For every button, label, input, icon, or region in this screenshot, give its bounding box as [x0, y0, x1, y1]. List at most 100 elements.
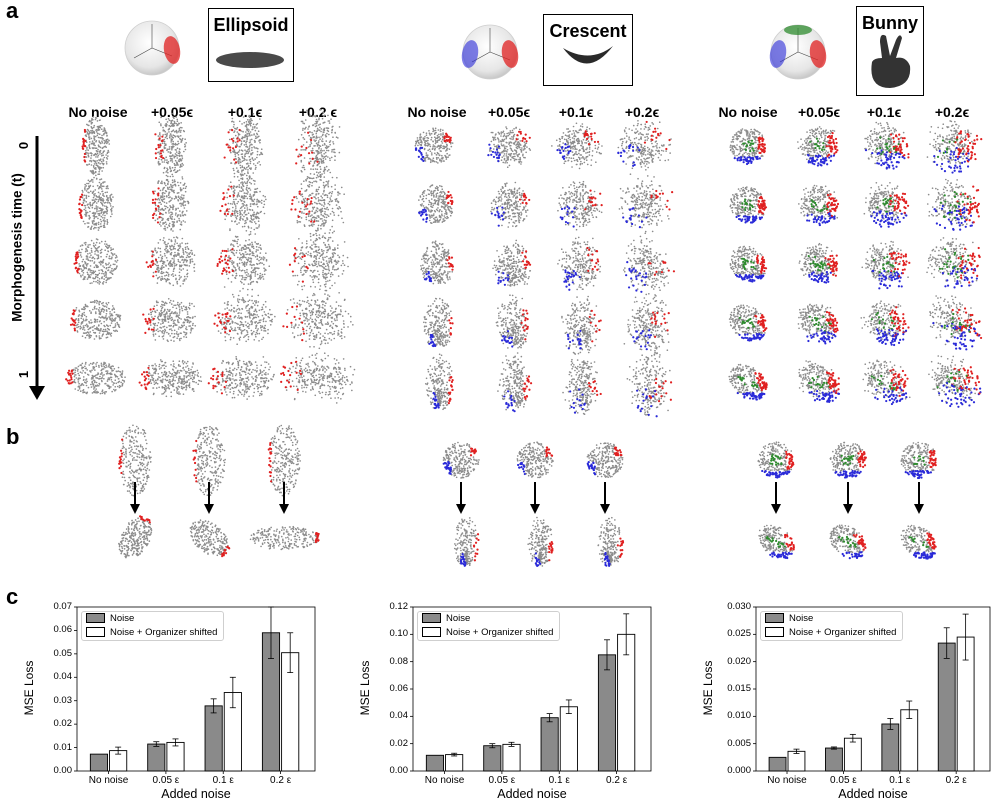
organizer-point — [972, 185, 975, 188]
organizer-point — [745, 160, 749, 163]
organizer-point — [225, 270, 228, 273]
organizer-point — [824, 257, 827, 260]
gray-points — [220, 233, 271, 292]
organizer-point — [836, 202, 840, 206]
organizer-point — [886, 338, 889, 342]
organizer-point — [898, 155, 901, 159]
organizer-point — [827, 397, 831, 400]
organizer-point — [828, 212, 831, 215]
organizer-point — [971, 376, 974, 380]
panel-b-initial-cloud — [192, 425, 226, 496]
organizer-point — [958, 393, 962, 396]
organizer-point — [955, 146, 958, 150]
organizer-point — [965, 157, 968, 160]
organizer-point — [761, 469, 764, 473]
gray-points — [527, 516, 553, 567]
organizer-point — [960, 387, 964, 390]
organizer-point — [857, 452, 860, 455]
organizer-point — [976, 138, 979, 141]
organizer-point — [949, 166, 953, 169]
organizer-point — [749, 337, 753, 340]
ellipsoid-cloud — [207, 356, 275, 400]
organizer-point — [974, 332, 977, 335]
organizer-point — [892, 384, 895, 387]
organizer-point — [945, 151, 949, 154]
organizer-point — [810, 205, 814, 208]
organizer-point — [448, 256, 451, 259]
bunny-cloud — [798, 242, 839, 284]
organizer-point — [806, 335, 809, 338]
organizer-point — [567, 335, 570, 338]
panel-label-a: a — [6, 0, 19, 23]
organizer-point — [892, 140, 896, 143]
organizer-point — [75, 259, 78, 262]
organizer-point — [496, 151, 499, 154]
organizer-point — [443, 139, 446, 142]
organizer-point — [282, 325, 285, 328]
organizer-point — [596, 268, 599, 271]
organizer-point — [963, 278, 966, 282]
y-tick-label: 0.02 — [53, 718, 73, 730]
gray-points — [75, 299, 122, 340]
organizer-point — [823, 162, 826, 165]
organizer-point — [527, 375, 531, 378]
organizer-point — [835, 389, 838, 392]
organizer-point — [433, 402, 436, 406]
organizer-point — [757, 321, 760, 324]
organizer-point — [763, 147, 766, 150]
organizer-point — [933, 160, 936, 163]
organizer-point — [834, 380, 837, 383]
organizer-point — [807, 160, 811, 163]
organizer-point — [929, 552, 932, 555]
organizer-point — [808, 382, 811, 385]
organizer-point — [744, 275, 747, 278]
organizer-point — [887, 216, 890, 219]
organizer-point — [891, 218, 894, 221]
organizer-point — [825, 145, 828, 148]
organizer-point — [523, 194, 527, 197]
organizer-point — [816, 164, 820, 167]
organizer-point — [477, 538, 480, 542]
ellipsoid-cloud — [213, 293, 276, 345]
organizer-point — [954, 392, 957, 395]
organizer-point — [604, 561, 607, 564]
organizer-point — [66, 379, 69, 382]
organizer-point — [830, 313, 833, 317]
organizer-point — [821, 221, 824, 224]
organizer-point — [831, 132, 834, 135]
organizer-point — [913, 456, 916, 459]
organizer-point — [891, 164, 894, 167]
organizer-point — [537, 558, 540, 561]
organizer-point — [772, 551, 775, 554]
x-tick-label: 0.2 ε — [945, 775, 967, 786]
organizer-point — [758, 216, 761, 219]
organizer-point — [641, 275, 644, 278]
organizer-point — [956, 270, 959, 274]
organizer-point — [851, 471, 855, 474]
organizer-point — [823, 275, 826, 278]
organizer-point — [587, 460, 590, 464]
organizer-point — [832, 138, 835, 142]
organizer-point — [809, 140, 812, 143]
organizer-point — [877, 336, 881, 339]
ellipsoid-cloud — [65, 361, 126, 395]
organizer-point — [958, 321, 962, 324]
organizer-point — [902, 393, 906, 396]
organizer-point — [829, 267, 832, 270]
organizer-point — [597, 260, 600, 263]
organizer-point — [826, 193, 830, 197]
organizer-point — [221, 371, 224, 374]
organizer-point — [949, 376, 952, 379]
organizer-point — [820, 279, 823, 283]
organizer-point — [878, 320, 881, 323]
organizer-point — [750, 139, 754, 142]
organizer-point — [959, 167, 962, 170]
organizer-point — [845, 535, 849, 539]
organizer-point — [461, 552, 464, 556]
organizer-point — [595, 330, 598, 333]
organizer-point — [897, 341, 901, 344]
organizer-point — [748, 215, 751, 219]
organizer-point — [901, 140, 905, 143]
organizer-point — [743, 278, 746, 281]
organizer-point — [220, 392, 224, 395]
